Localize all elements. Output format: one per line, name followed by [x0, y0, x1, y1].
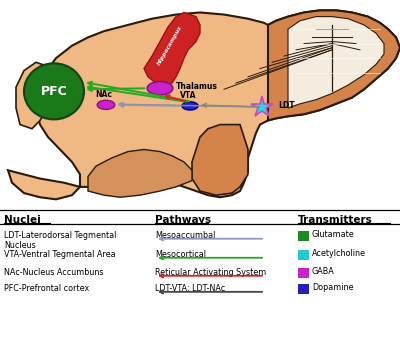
Polygon shape — [288, 16, 384, 108]
Text: Hippocampus: Hippocampus — [157, 25, 183, 66]
Text: PFC-Prefrontal cortex: PFC-Prefrontal cortex — [4, 284, 89, 293]
Text: PFC: PFC — [41, 85, 67, 98]
Circle shape — [97, 100, 115, 110]
Bar — [298, 284, 309, 294]
Polygon shape — [268, 10, 400, 120]
Text: LDT-Laterodorsal Tegmental
Nucleus: LDT-Laterodorsal Tegmental Nucleus — [4, 231, 116, 250]
Text: Mesoaccumbal: Mesoaccumbal — [155, 231, 215, 240]
Text: Dopamine: Dopamine — [312, 283, 354, 292]
Text: Mesocortical: Mesocortical — [155, 250, 206, 259]
Text: NAc-Nucleus Accumbuns: NAc-Nucleus Accumbuns — [4, 268, 104, 277]
Text: Transmitters: Transmitters — [298, 215, 373, 225]
Text: Pathways: Pathways — [155, 215, 211, 225]
Polygon shape — [88, 150, 192, 197]
Circle shape — [182, 102, 198, 110]
Circle shape — [147, 82, 173, 95]
Bar — [298, 268, 309, 278]
Text: GABA: GABA — [312, 267, 335, 276]
Text: VTA-Ventral Tegmental Area: VTA-Ventral Tegmental Area — [4, 250, 116, 259]
Text: VTA: VTA — [180, 91, 196, 101]
Text: LDT: LDT — [278, 101, 295, 110]
Text: Thalamus: Thalamus — [176, 82, 218, 91]
Bar — [298, 231, 309, 241]
Text: Reticular Activating System: Reticular Activating System — [155, 268, 266, 277]
Text: LDT-VTA; LDT-NAc: LDT-VTA; LDT-NAc — [155, 284, 225, 293]
Text: Acetylcholine: Acetylcholine — [312, 249, 366, 258]
Text: Glutamate: Glutamate — [312, 230, 355, 239]
Polygon shape — [8, 10, 400, 199]
Text: Nuclei: Nuclei — [4, 215, 41, 225]
Bar — [298, 250, 309, 260]
Polygon shape — [144, 13, 200, 85]
Text: NAc: NAc — [96, 90, 112, 98]
Ellipse shape — [24, 63, 84, 120]
Polygon shape — [192, 125, 248, 195]
Polygon shape — [16, 62, 56, 129]
